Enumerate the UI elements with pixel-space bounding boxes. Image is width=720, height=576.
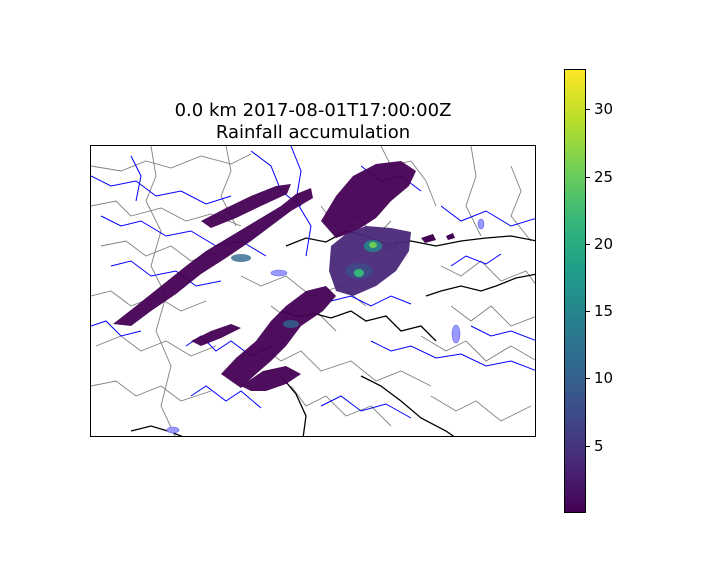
rivers bbox=[91, 146, 535, 419]
colorbar-tick-label: 20 bbox=[594, 235, 614, 253]
rain-peak bbox=[354, 269, 364, 277]
map-panel bbox=[90, 145, 536, 437]
rain-tail-south bbox=[241, 366, 301, 391]
map-title-line-2: Rainfall accumulation bbox=[215, 122, 411, 143]
colorbar-tick bbox=[586, 378, 590, 379]
rain-core bbox=[231, 254, 251, 262]
rain-peak bbox=[369, 242, 377, 248]
colorbar-tick bbox=[586, 177, 590, 178]
map-title-line-1: 0.0 km 2017-08-01T17:00:00Z bbox=[174, 100, 452, 121]
rain-strip-west bbox=[191, 324, 241, 346]
colorbar-tick-label: 25 bbox=[594, 168, 614, 186]
rain-core bbox=[283, 320, 299, 328]
rain-band-south bbox=[221, 286, 336, 388]
rain-band-upper bbox=[201, 184, 291, 228]
lake bbox=[477, 218, 485, 230]
rain-speck bbox=[421, 234, 436, 243]
colorbar-tick bbox=[586, 109, 590, 110]
rain-cell-central bbox=[329, 226, 411, 296]
lake bbox=[451, 324, 461, 344]
map-canvas bbox=[91, 146, 535, 436]
colorbar-tick bbox=[586, 446, 590, 447]
colorbar-tick-label: 15 bbox=[594, 302, 614, 320]
colorbar-tick-label: 10 bbox=[594, 369, 614, 387]
lake bbox=[166, 426, 180, 434]
rain-band-north bbox=[321, 161, 416, 238]
colorbar-tick-label: 5 bbox=[594, 437, 604, 455]
lake bbox=[270, 269, 288, 277]
colorbar-tick bbox=[586, 244, 590, 245]
colorbar bbox=[564, 69, 586, 513]
colorbar-tick-label: 30 bbox=[594, 100, 614, 118]
rain-speck bbox=[446, 233, 455, 240]
rain-band-northwest bbox=[113, 188, 313, 326]
rainfall-field bbox=[113, 161, 455, 391]
colorbar-tick bbox=[586, 311, 590, 312]
